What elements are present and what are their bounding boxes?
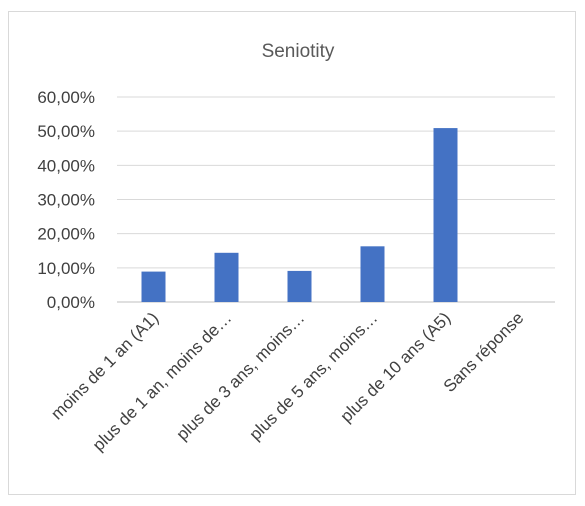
bar [360, 246, 385, 302]
y-tick-label: 40,00% [37, 156, 95, 175]
y-axis-tick-labels: 0,00% 10,00% 20,00% 30,00% 40,00% 50,00% 60,00… [37, 88, 95, 312]
y-tick-label: 50,00% [37, 122, 95, 141]
y-tick-label: 30,00% [37, 191, 95, 210]
x-axis-category-labels: moins de 1 an (A1)plus de 1 an, moins de… [47, 308, 527, 454]
y-tick-label: 20,00% [37, 225, 95, 244]
bar [287, 270, 312, 302]
gridlines [117, 96, 555, 303]
x-category-label: plus de 5 ans, moins… [246, 308, 382, 444]
bar [214, 252, 239, 302]
x-category-label: plus de 3 ans, moins… [173, 308, 309, 444]
bar [433, 128, 458, 302]
y-tick-label: 0,00% [47, 293, 95, 312]
x-category-label: plus de 1 an, moins de… [89, 308, 235, 454]
chart-area [8, 11, 576, 495]
y-tick-label: 10,00% [37, 259, 95, 278]
y-tick-label: 60,00% [37, 88, 95, 107]
bar [141, 271, 166, 302]
chart-title: Seniotity [262, 41, 335, 62]
bars [141, 128, 458, 302]
